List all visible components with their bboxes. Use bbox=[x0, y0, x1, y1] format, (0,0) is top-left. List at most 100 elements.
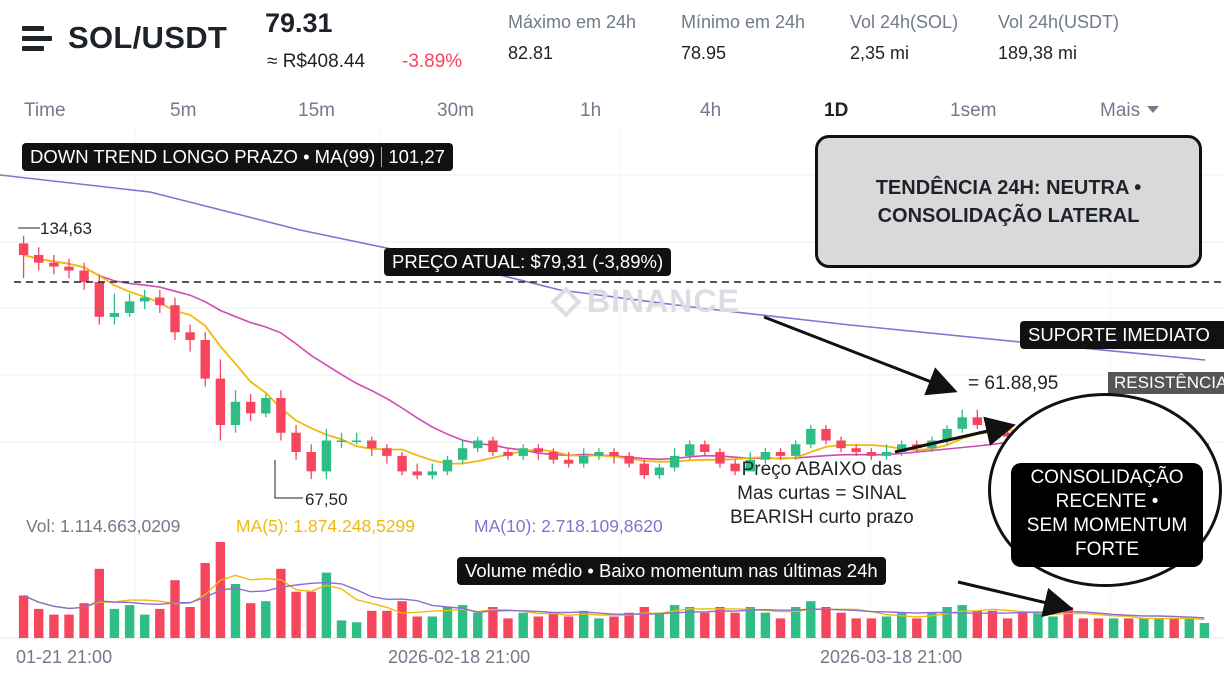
volume-bar bbox=[1048, 616, 1058, 638]
candle bbox=[382, 448, 392, 456]
price-brl: ≈ R$408.44 bbox=[267, 51, 366, 72]
volume-bar bbox=[246, 603, 256, 638]
candle bbox=[836, 440, 846, 449]
volume-bar bbox=[1078, 618, 1088, 638]
menu-icon[interactable] bbox=[22, 26, 52, 52]
x-axis-label: 2026-02-18 21:00 bbox=[388, 647, 531, 667]
candle bbox=[881, 452, 892, 456]
price-change: -3.89% bbox=[402, 51, 463, 72]
volume-bar bbox=[685, 607, 695, 638]
vol-legend-value: Vol: 1.114.663,0209 bbox=[26, 516, 181, 536]
candle bbox=[140, 297, 150, 302]
volume-bar bbox=[1139, 618, 1149, 638]
candle bbox=[821, 428, 831, 441]
candle bbox=[155, 297, 165, 306]
marker-value: = 61.88,95 bbox=[968, 373, 1059, 394]
x-axis-label: 2026-03-18 21:00 bbox=[820, 647, 963, 667]
stat-high-24h: Máximo em 24h 82.81 bbox=[508, 12, 637, 63]
candle bbox=[34, 255, 44, 263]
volume-bar bbox=[1184, 618, 1194, 638]
volume-bar bbox=[972, 610, 982, 638]
candle bbox=[427, 471, 437, 476]
bearish-note: Preço ABAIXO das Mas curtas = SINAL BEAR… bbox=[730, 459, 914, 528]
volume-bar bbox=[881, 616, 892, 638]
candle bbox=[730, 463, 740, 472]
candle bbox=[246, 401, 256, 414]
candle bbox=[563, 459, 574, 464]
tab-time[interactable]: Time bbox=[24, 100, 66, 121]
candle bbox=[276, 398, 286, 433]
current-price-label: PREÇO ATUAL: $79,31 (-3,89%) bbox=[384, 248, 672, 276]
candle bbox=[866, 452, 877, 456]
volume-bars bbox=[18, 542, 1210, 638]
support-label: SUPORTE IMEDIATO bbox=[1020, 321, 1224, 349]
candlestick-chart[interactable] bbox=[0, 130, 1224, 688]
candle bbox=[775, 452, 786, 456]
candle bbox=[170, 305, 180, 333]
volume-bar bbox=[730, 612, 740, 638]
volume-bar bbox=[957, 605, 967, 638]
trend-24h-box: TENDÊNCIA 24H: NEUTRA • CONSOLIDAÇÃO LAT… bbox=[815, 135, 1202, 268]
tab-1h[interactable]: 1h bbox=[580, 100, 602, 121]
volume-ma5-line bbox=[23, 574, 1205, 621]
volume-bar bbox=[624, 612, 634, 638]
volume-bar bbox=[1124, 618, 1134, 638]
volume-bar bbox=[488, 607, 498, 638]
binance-logo-icon bbox=[550, 286, 582, 318]
candle bbox=[533, 448, 543, 453]
candle bbox=[851, 448, 861, 453]
volume-bar bbox=[291, 591, 301, 638]
stat-low-24h: Mínimo em 24h 78.95 bbox=[681, 12, 806, 63]
volume-bar bbox=[639, 607, 649, 638]
tab-1d[interactable]: 1D bbox=[824, 100, 849, 121]
tab-15m[interactable]: 15m bbox=[298, 100, 335, 121]
volume-bar bbox=[518, 612, 528, 638]
tab-30m[interactable]: 30m bbox=[437, 100, 474, 121]
binance-watermark: BINANCE bbox=[550, 283, 740, 320]
tab-4h[interactable]: 4h bbox=[700, 100, 722, 121]
chevron-down-icon bbox=[1147, 106, 1160, 113]
candle bbox=[715, 452, 725, 464]
candle bbox=[609, 452, 619, 456]
volume-bar bbox=[351, 622, 362, 638]
candle bbox=[321, 440, 332, 472]
candle bbox=[685, 444, 695, 456]
candle bbox=[124, 301, 135, 313]
candle bbox=[351, 440, 362, 442]
candle bbox=[457, 448, 468, 460]
volume-bar bbox=[140, 614, 150, 638]
volume-bar bbox=[533, 616, 543, 638]
tab-1sem[interactable]: 1sem bbox=[950, 100, 997, 121]
volume-bar bbox=[775, 618, 786, 638]
volume-bar bbox=[700, 612, 710, 638]
volume-bar bbox=[1018, 612, 1028, 638]
candle bbox=[94, 282, 104, 317]
volume-bar bbox=[563, 616, 574, 638]
candle bbox=[548, 452, 559, 460]
tab-mais-label: Mais bbox=[1100, 100, 1141, 121]
volume-bar bbox=[49, 614, 59, 638]
volume-ma-lines bbox=[23, 574, 1205, 621]
candle bbox=[957, 417, 967, 429]
volume-bar bbox=[1093, 618, 1104, 638]
volume-bar bbox=[79, 603, 89, 638]
pair-title[interactable]: SOL/USDT bbox=[68, 20, 228, 55]
candle bbox=[594, 452, 604, 456]
tab-5m[interactable]: 5m bbox=[170, 100, 197, 121]
ma99-line bbox=[0, 174, 1206, 361]
low-marker-line bbox=[274, 460, 303, 499]
candle bbox=[518, 448, 528, 456]
volume-bar bbox=[669, 605, 680, 638]
stat-vol-sol: Vol 24h(SOL) 2,35 mi bbox=[850, 12, 959, 63]
candle bbox=[109, 313, 120, 317]
high-marker-value: 134,63 bbox=[40, 219, 92, 238]
volume-bar bbox=[427, 616, 437, 638]
volume-note-label: Volume médio • Baixo momentum nas última… bbox=[457, 557, 886, 585]
volume-bar bbox=[503, 618, 513, 638]
candle bbox=[579, 455, 589, 464]
volume-bar bbox=[760, 612, 771, 638]
candle bbox=[972, 417, 982, 425]
volume-bar bbox=[1002, 618, 1013, 638]
candle bbox=[261, 398, 271, 414]
tab-mais[interactable]: Mais bbox=[1100, 100, 1160, 122]
